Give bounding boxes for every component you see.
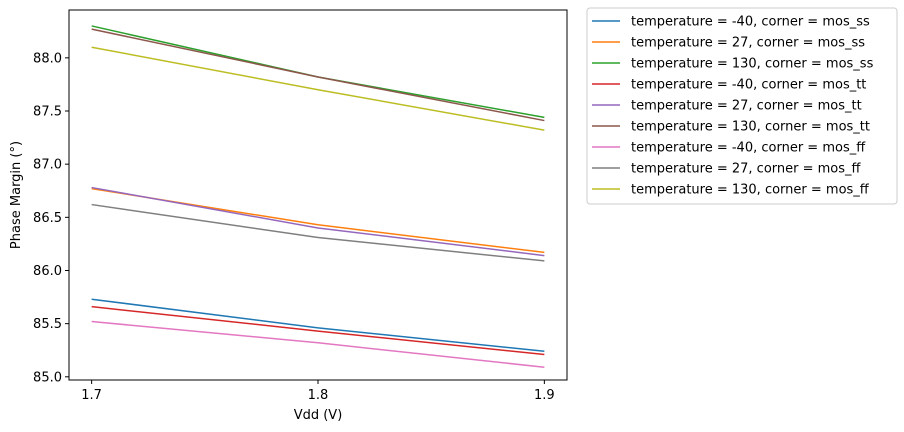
- legend-label-4: temperature = 27, corner = mos_tt: [631, 99, 862, 114]
- legend-label-6: temperature = -40, corner = mos_ff: [631, 141, 866, 156]
- series-lines: [91, 25, 545, 368]
- series-line-4: [91, 186, 545, 257]
- series-line-5: [91, 28, 545, 122]
- y-tick-label: 85.5: [33, 317, 62, 332]
- x-tick-label: 1.7: [81, 388, 102, 403]
- legend-label-8: temperature = 130, corner = mos_ff: [631, 183, 870, 198]
- legend-label-2: temperature = 130, corner = mos_ss: [631, 57, 874, 72]
- x-axis-label: Vdd (V): [294, 408, 343, 423]
- series-line-7: [91, 203, 545, 262]
- y-tick-label: 87.5: [33, 105, 62, 120]
- series-line-8: [91, 46, 545, 131]
- legend-label-1: temperature = 27, corner = mos_ss: [631, 36, 865, 51]
- legend-frame: [586, 7, 898, 205]
- legend-label-5: temperature = 130, corner = mos_tt: [631, 120, 870, 135]
- legend: temperature = -40, corner = mos_sstemper…: [586, 7, 898, 205]
- series-line-6: [91, 320, 545, 368]
- y-tick-label: 85.0: [33, 370, 62, 385]
- y-axis-ticks: 85.0 85.5 86.0 86.5 87.0 87.5 88.0: [33, 51, 69, 385]
- y-tick-label: 86.0: [33, 264, 62, 279]
- x-tick-label: 1.8: [308, 388, 329, 403]
- x-tick-label: 1.9: [534, 388, 555, 403]
- legend-label-7: temperature = 27, corner = mos_ff: [631, 162, 862, 177]
- x-axis-ticks: 1.7 1.8 1.9: [81, 380, 555, 403]
- y-tick-label: 88.0: [33, 51, 62, 66]
- series-line-3: [91, 305, 545, 356]
- y-axis-label: Phase Margin (°): [9, 141, 24, 249]
- series-line-0: [91, 298, 545, 353]
- legend-label-0: temperature = -40, corner = mos_ss: [631, 15, 870, 30]
- y-tick-label: 87.0: [33, 158, 62, 173]
- legend-label-3: temperature = -40, corner = mos_tt: [631, 78, 866, 93]
- legend-entries: temperature = -40, corner = mos_sstemper…: [592, 15, 874, 198]
- y-tick-label: 86.5: [33, 211, 62, 226]
